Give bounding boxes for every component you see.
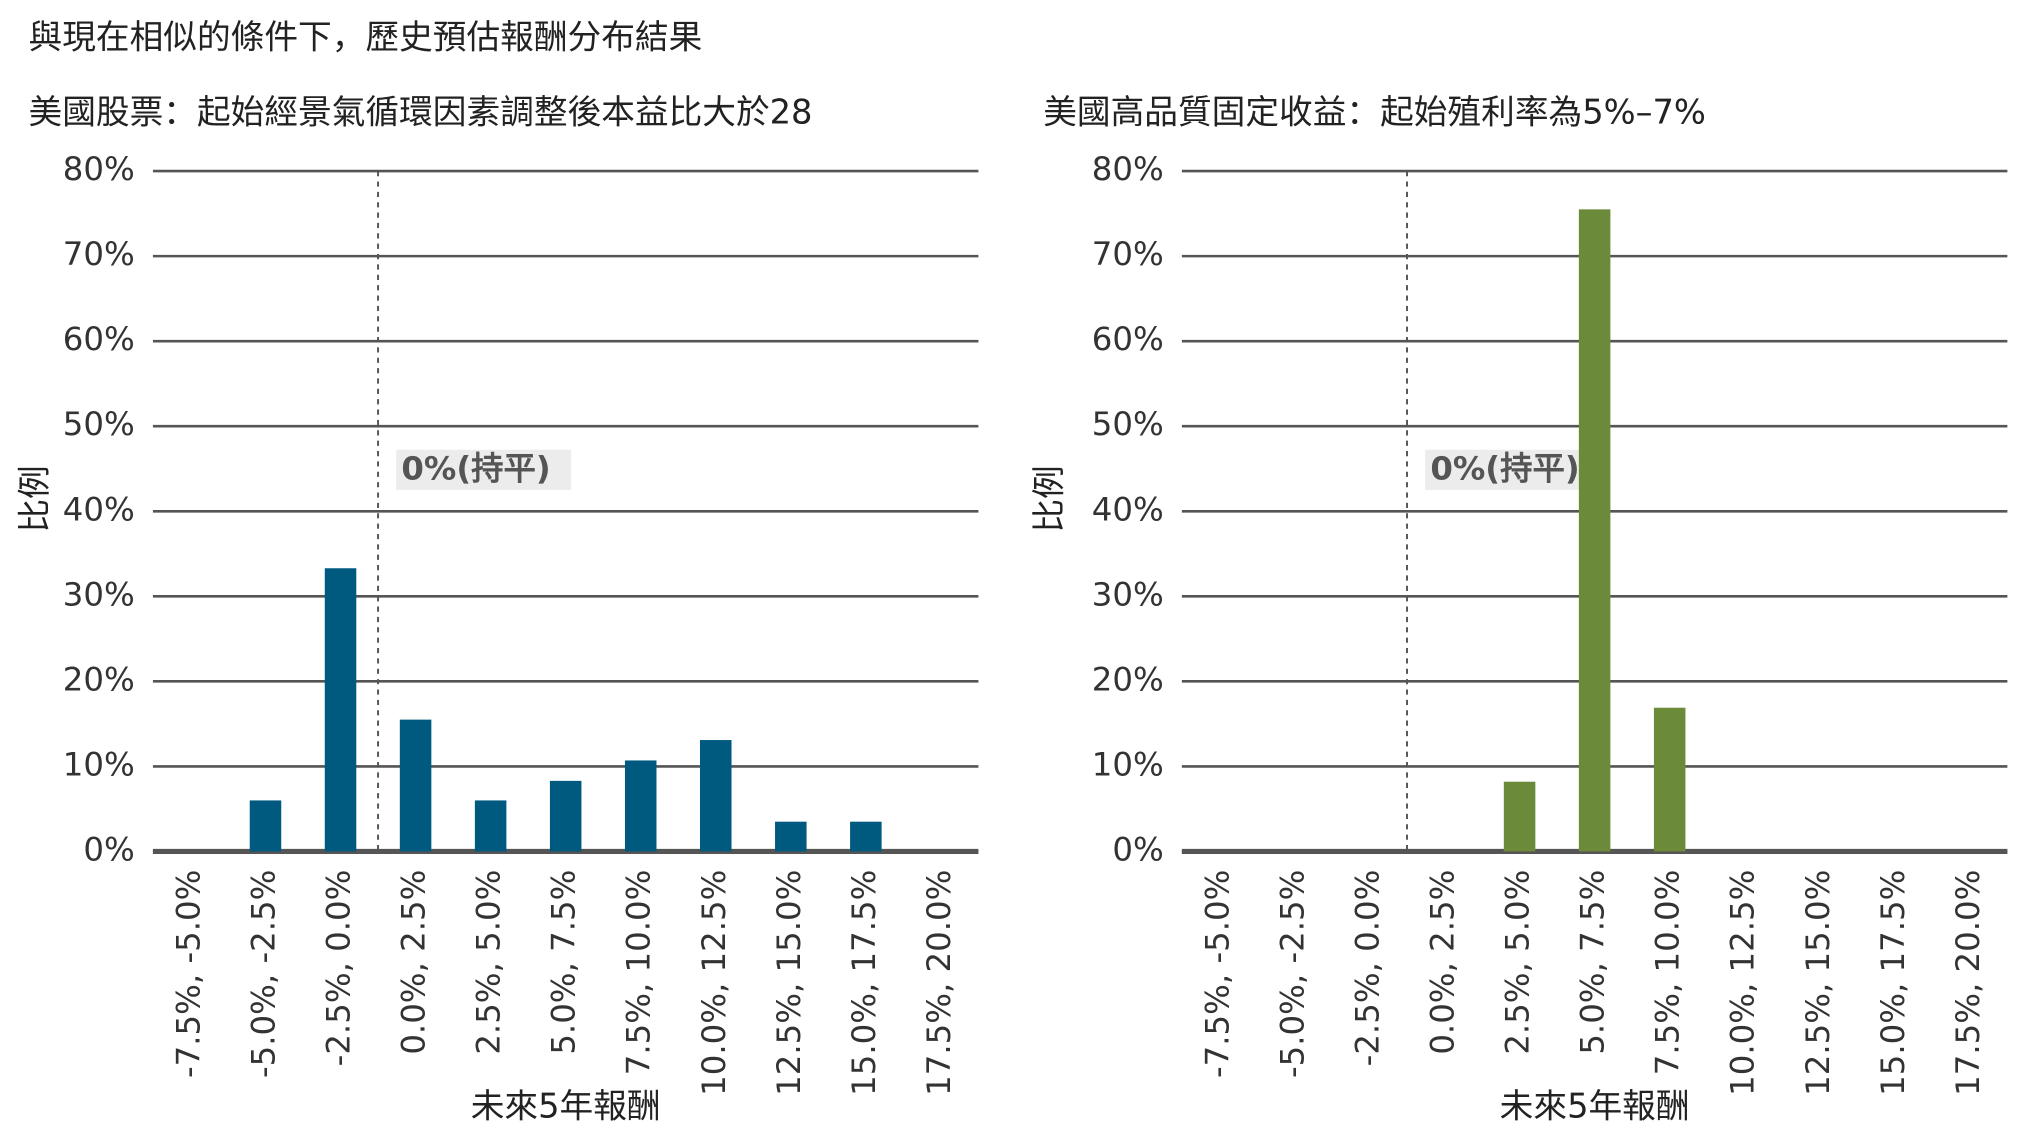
bar [1578, 209, 1611, 852]
y-tick-label: 70% [63, 235, 135, 273]
y-tick-label: 60% [63, 320, 135, 358]
x-tick-label: 0.0%, 2.5% [395, 870, 433, 1055]
bar [399, 719, 432, 852]
x-tick-label: -5.0%, -2.5% [244, 870, 282, 1078]
x-tick-label: 15.0%, 17.5% [845, 870, 883, 1096]
x-tick-label: 17.5%, 20.0% [1949, 870, 1987, 1096]
annotation: 0%(持平) [1430, 449, 1579, 487]
y-axis-label: 比例 [1029, 465, 1068, 532]
x-tick-label: 7.5%, 10.0% [620, 870, 658, 1076]
bar [1503, 781, 1536, 852]
chart-title: 美國股票：起始經景氣循環因素調整後本益比大於28 [29, 93, 813, 132]
y-tick-label: 0% [83, 830, 134, 868]
x-tick-label: -2.5%, 0.0% [320, 870, 358, 1067]
bar [549, 780, 582, 852]
x-tick-label: 0.0%, 2.5% [1424, 870, 1462, 1055]
x-tick-label: -5.0%, -2.5% [1273, 870, 1311, 1078]
bar [624, 760, 657, 852]
y-tick-label: 40% [63, 490, 135, 528]
y-tick-label: 10% [63, 745, 135, 783]
x-tick-label: 7.5%, 10.0% [1649, 870, 1687, 1076]
y-tick-label: 30% [63, 575, 135, 613]
y-tick-label: 20% [1092, 660, 1164, 698]
x-tick-label: 2.5%, 5.0% [470, 870, 508, 1055]
y-axis-label: 比例 [15, 465, 54, 532]
bar [850, 821, 882, 852]
y-tick-label: 70% [1092, 235, 1164, 273]
x-tick-label: 10.0%, 12.5% [695, 870, 733, 1096]
chart-title: 美國高品質固定收益：起始殖利率為5%–7% [1043, 93, 1706, 132]
bar [474, 800, 507, 852]
x-tick-label: -7.5%, -5.0% [169, 870, 207, 1078]
y-tick-label: 0% [1112, 830, 1163, 868]
x-tick-label: 10.0%, 12.5% [1724, 870, 1762, 1096]
y-tick-label: 60% [1092, 320, 1164, 358]
bar [249, 800, 282, 852]
x-tick-label: 15.0%, 17.5% [1874, 870, 1912, 1096]
x-tick-label: 12.5%, 15.0% [1799, 870, 1837, 1096]
page-title: 與現在相似的條件下，歷史預估報酬分布結果 [29, 17, 703, 56]
y-tick-label: 50% [1092, 405, 1164, 443]
y-tick-label: 40% [1092, 490, 1164, 528]
bar [775, 821, 807, 852]
x-tick-label: 5.0%, 7.5% [545, 870, 583, 1055]
x-tick-label: 12.5%, 15.0% [770, 870, 808, 1096]
bar [699, 740, 732, 852]
y-tick-label: 50% [63, 405, 135, 443]
x-axis-label: 未來5年報酬 [1500, 1087, 1690, 1126]
x-tick-label: -7.5%, -5.0% [1198, 870, 1236, 1078]
y-tick-label: 20% [63, 660, 135, 698]
y-tick-label: 80% [63, 150, 135, 188]
annotation: 0%(持平) [401, 449, 550, 487]
annotation-box [1425, 449, 1601, 490]
bar [1653, 707, 1686, 852]
y-tick-label: 30% [1092, 575, 1164, 613]
x-tick-label: -2.5%, 0.0% [1348, 870, 1386, 1067]
annotation-box [396, 449, 572, 490]
x-tick-label: 2.5%, 5.0% [1499, 870, 1537, 1055]
bar [324, 568, 357, 852]
y-tick-label: 80% [1092, 150, 1164, 188]
x-tick-label: 5.0%, 7.5% [1574, 870, 1612, 1055]
y-tick-label: 10% [1092, 745, 1164, 783]
x-axis-label: 未來5年報酬 [471, 1087, 661, 1126]
x-tick-label: 17.5%, 20.0% [920, 870, 958, 1096]
